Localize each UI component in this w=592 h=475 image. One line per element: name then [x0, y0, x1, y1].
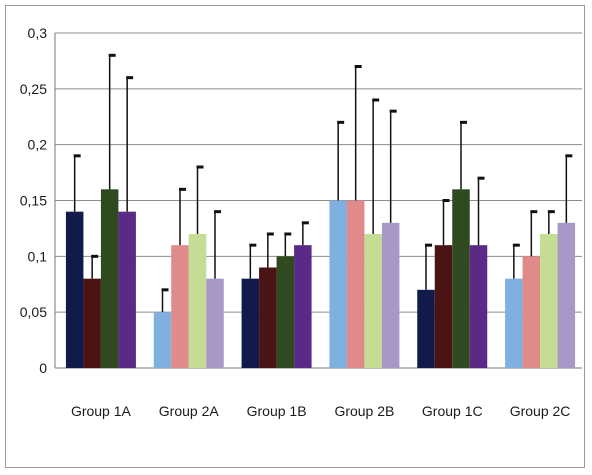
y-tick-label: 0,15 — [20, 193, 47, 209]
bar — [241, 278, 260, 368]
bar — [329, 200, 347, 368]
y-tick-label: 0,1 — [28, 248, 48, 264]
x-category-label: Group 1A — [71, 403, 132, 419]
y-tick-label: 0,3 — [28, 25, 48, 41]
bar — [153, 312, 172, 368]
bar — [118, 211, 136, 368]
bar — [206, 278, 224, 368]
bar — [100, 189, 119, 368]
bar — [557, 222, 576, 368]
bar — [469, 245, 488, 368]
bar — [381, 222, 400, 368]
bar — [83, 278, 101, 368]
bar — [259, 267, 277, 368]
x-category-label: Group 1B — [247, 403, 307, 419]
x-category-label: Group 2C — [510, 403, 571, 419]
bar — [276, 256, 295, 368]
y-tick-label: 0,05 — [20, 304, 47, 320]
bar — [346, 200, 365, 368]
bar — [417, 289, 435, 368]
bar — [188, 234, 207, 368]
bar — [171, 245, 189, 368]
x-category-label: Group 2B — [334, 403, 394, 419]
bar — [505, 278, 523, 368]
y-tick-label: 0,2 — [28, 137, 48, 153]
bar — [540, 234, 558, 368]
x-category-label: Group 1C — [422, 403, 483, 419]
bar — [434, 245, 453, 368]
bar — [65, 211, 84, 368]
y-tick-label: 0 — [39, 360, 47, 376]
bar — [294, 245, 312, 368]
y-tick-label: 0,25 — [20, 81, 47, 97]
bar — [364, 234, 382, 368]
x-category-label: Group 2A — [159, 403, 220, 419]
bar — [452, 189, 470, 368]
bar — [522, 256, 541, 368]
